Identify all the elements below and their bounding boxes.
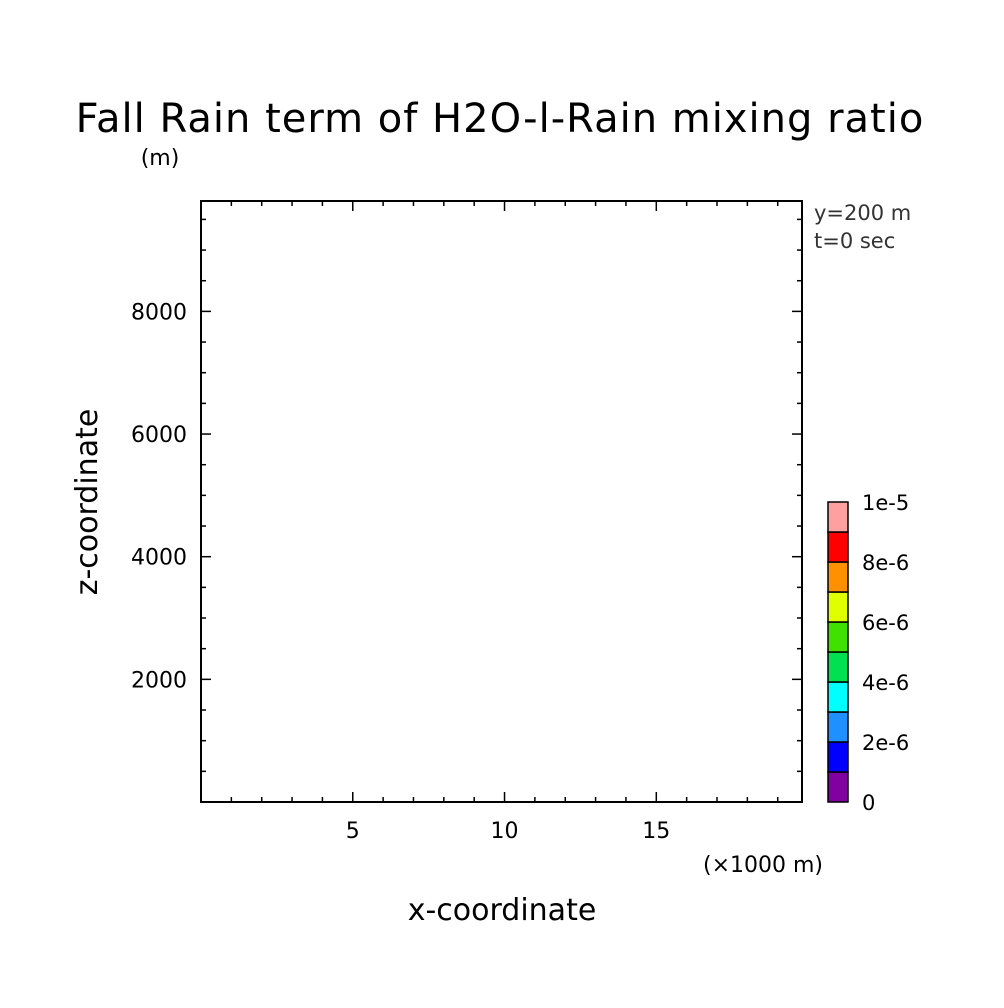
x-tick-label: 5 [346, 819, 360, 844]
y-tick-label: 6000 [131, 423, 187, 448]
colorbar-swatch [827, 771, 849, 803]
colorbar-swatch [827, 591, 849, 623]
x-tick-label: 15 [642, 819, 670, 844]
y-tick-label: 4000 [131, 546, 187, 571]
x-axis-label: x-coordinate [408, 893, 597, 928]
colorbar-swatch [827, 621, 849, 653]
y-axis-label: z-coordinate [70, 409, 105, 596]
annotation-t: t=0 sec [814, 229, 895, 253]
colorbar: 0 2e-6 4e-6 6e-6 8e-6 1e-5 [827, 491, 909, 815]
annotation-y: y=200 m [814, 201, 911, 225]
colorbar-label: 6e-6 [862, 611, 909, 635]
colorbar-swatch [827, 711, 849, 743]
y-axis-unit: (m) [141, 146, 180, 171]
y-tick-label: 8000 [131, 300, 187, 325]
colorbar-label: 8e-6 [862, 551, 909, 575]
colorbar-swatch [827, 651, 849, 683]
colorbar-swatch [827, 501, 849, 533]
colorbar-swatch [827, 741, 849, 773]
colorbar-label: 2e-6 [862, 731, 909, 755]
colorbar-swatch [827, 561, 849, 593]
colorbar-label: 0 [862, 791, 875, 815]
axis-tick-labels: 5 10 15 2000 4000 6000 8000 [131, 300, 670, 844]
colorbar-label: 1e-5 [862, 491, 909, 515]
plot-area [200, 200, 803, 803]
chart-title: Fall Rain term of H2O-l-Rain mixing rati… [76, 96, 925, 142]
x-tick-label: 10 [491, 819, 519, 844]
axis-ticks [201, 201, 802, 802]
colorbar-swatch [827, 531, 849, 563]
colorbar-swatch [827, 681, 849, 713]
colorbar-label: 4e-6 [862, 671, 909, 695]
x-axis-unit: (×1000 m) [703, 853, 823, 878]
y-tick-label: 2000 [131, 668, 187, 693]
